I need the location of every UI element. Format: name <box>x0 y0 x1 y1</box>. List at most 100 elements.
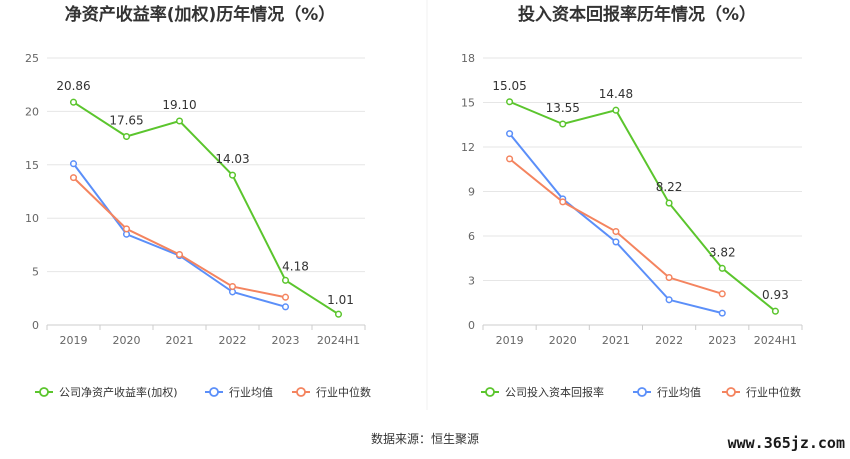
legend-label: 行业中位数 <box>316 385 371 399</box>
roe-point-median <box>228 283 237 291</box>
roic-point-company <box>559 120 567 128</box>
roe-x-tick-label: 2024H1 <box>317 334 360 347</box>
roe-y-axis: 0 5 10 15 20 25 <box>25 52 39 332</box>
roic-point-average <box>612 238 620 246</box>
roic-y-tick-label: 0 <box>468 319 475 332</box>
roe-data-label: 14.03 <box>215 152 249 166</box>
source-label: 数据来源：恒生聚源 <box>371 431 479 446</box>
roic-x-tick-label: 2022 <box>655 334 683 347</box>
roe-y-tick-label: 10 <box>25 212 39 225</box>
roe-point-median <box>122 225 131 233</box>
roic-data-label: 8.22 <box>656 180 683 194</box>
roic-x-axis: 2019 2020 2021 2022 2023 2024H1 <box>482 325 803 347</box>
roe-point-company <box>69 98 78 106</box>
roic-series-line-company <box>509 100 777 312</box>
roe-x-tick-label: 2021 <box>166 334 194 347</box>
roe-data-label: 1.01 <box>327 293 354 307</box>
roic-data-label: 14.48 <box>599 87 633 101</box>
roic-x-tick-label: 2019 <box>496 334 524 347</box>
legend-marker-icon <box>39 387 49 397</box>
roe-legend-item-company[interactable]: 公司净资产收益率(加权) <box>35 385 178 399</box>
roic-point-company <box>506 98 514 106</box>
roic-y-tick-label: 3 <box>468 275 475 288</box>
roic-data-label: 0.93 <box>762 288 789 302</box>
roic-point-average <box>506 130 514 138</box>
roic-grid <box>483 57 802 326</box>
roe-chart-panel: 净资产收益率(加权)历年情况（%） 0 5 10 15 20 25 2019 2020 202… <box>25 4 371 399</box>
roic-legend-item-average[interactable]: 行业均值 <box>633 386 701 399</box>
roic-y-tick-label: 15 <box>461 97 475 110</box>
roe-point-company <box>122 132 131 141</box>
roe-data-label: 20.86 <box>56 79 90 93</box>
roe-x-tick-label: 2019 <box>60 334 88 347</box>
roic-x-tick-label: 2023 <box>708 334 736 347</box>
roe-data-label: 19.10 <box>162 98 196 112</box>
roe-x-tick-label: 2023 <box>272 334 300 347</box>
legend-marker-icon <box>637 387 647 397</box>
roe-y-tick-label: 0 <box>32 319 39 332</box>
roe-plot: 20.86 17.65 19.10 14.03 4.18 1.01 <box>56 79 354 318</box>
roic-data-label: 13.55 <box>546 101 580 115</box>
roe-point-median <box>175 250 184 259</box>
roic-series-line-average <box>508 133 723 315</box>
roe-point-average <box>281 303 290 311</box>
roic-point-average <box>718 309 726 317</box>
legend-label: 行业中位数 <box>746 385 801 399</box>
legend-marker-icon <box>296 387 306 397</box>
roe-point-company <box>228 171 237 179</box>
roe-y-tick-label: 20 <box>25 105 39 118</box>
roe-point-company <box>334 310 343 318</box>
roic-plot: 15.05 13.55 14.48 8.22 3.82 0.93 <box>492 79 789 317</box>
roe-point-median <box>281 293 290 301</box>
roic-x-tick-label: 2020 <box>549 334 577 347</box>
roe-legend-item-average[interactable]: 行业均值 <box>205 386 273 399</box>
roic-y-tick-label: 12 <box>461 141 475 154</box>
legend-marker-icon <box>209 387 219 397</box>
roic-legend: 公司投入资本回报率 行业均值 行业中位数 <box>481 385 801 399</box>
roe-chart-title: 净资产收益率(加权)历年情况（%） <box>65 4 336 25</box>
roic-y-tick-label: 9 <box>468 186 475 199</box>
roic-data-label: 3.82 <box>709 245 736 259</box>
legend-marker-icon <box>485 387 495 397</box>
roic-x-tick-label: 2024H1 <box>754 334 797 347</box>
roic-point-median <box>506 155 514 163</box>
roe-series-line-average <box>72 163 286 308</box>
roe-data-label: 4.18 <box>282 259 309 273</box>
roic-point-company <box>612 106 620 114</box>
legend-label: 行业均值 <box>657 386 701 399</box>
roe-legend: 公司净资产收益率(加权) 行业均值 行业中位数 <box>35 385 371 399</box>
roe-x-tick-label: 2020 <box>113 334 141 347</box>
roe-point-company <box>281 276 290 284</box>
watermark: www.365jz.com <box>728 434 845 452</box>
roic-point-company <box>718 264 726 272</box>
roe-series-line-company <box>72 101 340 316</box>
roic-point-company <box>665 199 673 207</box>
roic-point-median <box>665 273 673 282</box>
legend-label: 行业均值 <box>229 386 273 399</box>
roe-data-label: 17.65 <box>109 113 143 127</box>
roe-point-company <box>175 117 184 125</box>
roic-point-average <box>665 296 673 304</box>
roe-y-tick-label: 15 <box>25 159 39 172</box>
roic-series-line-median <box>508 158 723 295</box>
roic-point-median <box>612 228 620 236</box>
roic-y-tick-label: 18 <box>461 52 475 65</box>
roic-legend-item-median[interactable]: 行业中位数 <box>722 385 801 399</box>
roe-x-axis: 2019 2020 2021 2022 2023 2024H1 <box>46 325 366 347</box>
roe-legend-item-median[interactable]: 行业中位数 <box>292 385 371 399</box>
roic-point-median <box>718 290 726 298</box>
roe-point-average <box>69 160 78 168</box>
roic-legend-item-company[interactable]: 公司投入资本回报率 <box>481 385 604 399</box>
roic-x-tick-label: 2021 <box>602 334 630 347</box>
roe-y-tick-label: 5 <box>32 266 39 279</box>
roe-point-median <box>69 174 78 182</box>
roic-y-tick-label: 6 <box>468 230 475 243</box>
roic-data-label: 15.05 <box>492 79 526 93</box>
roe-y-tick-label: 25 <box>25 52 39 65</box>
roic-y-axis: 0 3 6 9 12 15 18 <box>461 52 475 332</box>
roic-point-median <box>559 198 567 206</box>
legend-label: 公司投入资本回报率 <box>505 385 604 399</box>
roe-series-line-median <box>72 176 286 299</box>
